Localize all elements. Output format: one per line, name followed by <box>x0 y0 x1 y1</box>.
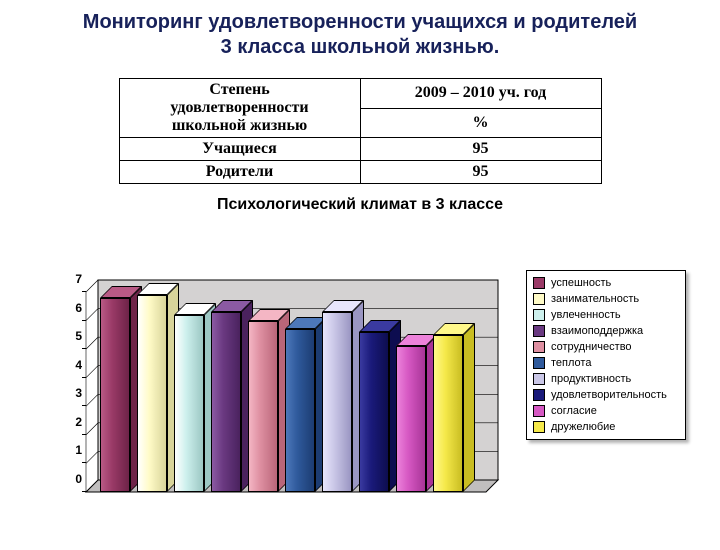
legend-swatch <box>533 373 545 385</box>
ytick-label: 3 <box>62 386 82 400</box>
bar-front <box>433 335 463 492</box>
bar-front <box>100 298 130 492</box>
table-header-right-sub: % <box>360 108 601 138</box>
legend-swatch <box>533 341 545 353</box>
legend-label: удовлетворительность <box>551 389 667 401</box>
thl1: Степень <box>209 81 269 98</box>
legend-item: увлеченность <box>533 307 679 323</box>
bar-front <box>174 315 204 492</box>
row-value: 95 <box>360 161 601 184</box>
bar <box>359 332 389 492</box>
legend-label: дружелюбие <box>551 421 615 433</box>
bar <box>396 346 426 492</box>
bars-container <box>86 292 486 492</box>
legend-swatch <box>533 405 545 417</box>
bar <box>248 321 278 492</box>
chart-legend: успешность занимательность увлеченность вза… <box>526 270 686 440</box>
bar <box>433 335 463 492</box>
bar <box>174 315 204 492</box>
legend-label: взаимоподдержка <box>551 325 643 337</box>
thl3: школьной жизнью <box>172 117 307 134</box>
legend-label: сотрудничество <box>551 341 632 353</box>
bar <box>137 295 167 492</box>
title-line-2: 3 класса школьной жизнью. <box>221 36 500 58</box>
chart-area: 0 1 2 3 4 5 6 7 успешность занимательность увлече… <box>36 270 686 520</box>
legend-label: занимательность <box>551 293 639 305</box>
legend-label: увлеченность <box>551 309 621 321</box>
bar-front <box>322 312 352 492</box>
legend-item: занимательность <box>533 291 679 307</box>
legend-label: продуктивность <box>551 373 631 385</box>
legend-item: теплота <box>533 355 679 371</box>
satisfaction-table: Степень удовлетворенности школьной жизнь… <box>119 78 602 184</box>
legend-item: взаимоподдержка <box>533 323 679 339</box>
ytick-label: 4 <box>62 358 82 372</box>
bar-front <box>396 346 426 492</box>
legend-item: успешность <box>533 275 679 291</box>
row-value: 95 <box>360 138 601 161</box>
table-row: Родители 95 <box>119 161 601 184</box>
chart-subtitle: Психологический климат в 3 классе <box>0 196 720 214</box>
bar-front <box>137 295 167 492</box>
legend-swatch <box>533 357 545 369</box>
legend-item: продуктивность <box>533 371 679 387</box>
title-line-1: Мониторинг удовлетворенности учащихся и … <box>83 11 637 33</box>
legend-label: успешность <box>551 277 611 289</box>
legend-item: дружелюбие <box>533 419 679 435</box>
legend-swatch <box>533 309 545 321</box>
bar <box>100 298 130 492</box>
legend-item: согласие <box>533 403 679 419</box>
bar-side <box>463 323 475 492</box>
bar-front <box>211 312 241 492</box>
legend-swatch <box>533 277 545 289</box>
legend-label: теплота <box>551 357 591 369</box>
legend-swatch <box>533 325 545 337</box>
ytick-label: 2 <box>62 415 82 429</box>
legend-label: согласие <box>551 405 597 417</box>
slide: Мониторинг удовлетворенности учащихся и … <box>0 10 720 550</box>
legend-swatch <box>533 389 545 401</box>
bar <box>285 329 315 492</box>
bar <box>322 312 352 492</box>
ytick-label: 1 <box>62 443 82 457</box>
bar-front <box>248 321 278 492</box>
table-header-left: Степень удовлетворенности школьной жизнь… <box>119 79 360 138</box>
slide-title: Мониторинг удовлетворенности учащихся и … <box>20 10 700 60</box>
table-header-right: 2009 – 2010 уч. год <box>360 79 601 109</box>
thl2: удовлетворенности <box>170 99 308 116</box>
table-row: Учащиеся 95 <box>119 138 601 161</box>
legend-item: сотрудничество <box>533 339 679 355</box>
legend-item: удовлетворительность <box>533 387 679 403</box>
ytick-label: 0 <box>62 472 82 486</box>
ytick-label: 5 <box>62 329 82 343</box>
ytick-label: 7 <box>62 272 82 286</box>
row-label: Родители <box>119 161 360 184</box>
bar-front <box>285 329 315 492</box>
bar <box>211 312 241 492</box>
bar-front <box>359 332 389 492</box>
legend-swatch <box>533 293 545 305</box>
row-label: Учащиеся <box>119 138 360 161</box>
ytick-label: 6 <box>62 301 82 315</box>
legend-swatch <box>533 421 545 433</box>
